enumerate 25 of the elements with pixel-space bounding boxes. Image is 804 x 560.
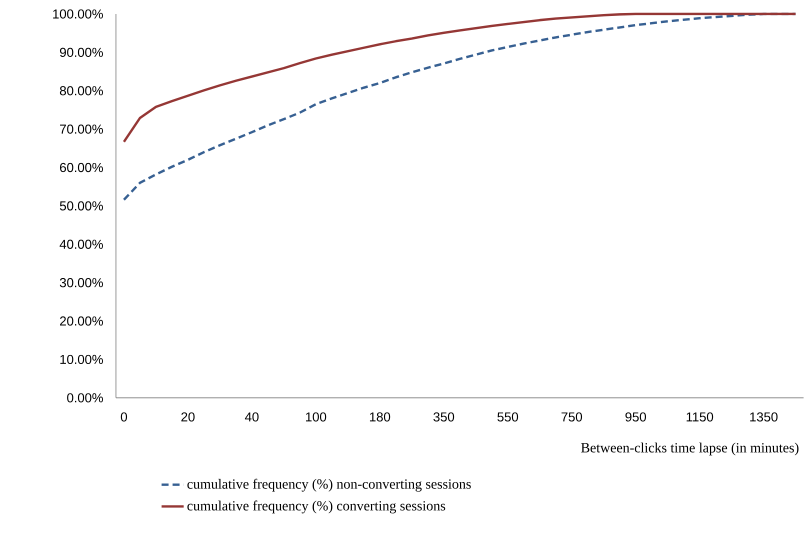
x-tick-label: 950 — [625, 412, 646, 422]
x-tick-label: 180 — [370, 412, 390, 422]
y-tick-label: 20.00% — [60, 316, 103, 326]
y-tick-label: 50.00% — [60, 201, 103, 211]
y-tick-label: 70.00% — [60, 124, 103, 134]
x-tick-label: 350 — [433, 412, 454, 422]
x-axis-title: Between-clicks time lapse (in minutes) — [581, 442, 798, 456]
x-tick-label: 1350 — [750, 412, 778, 422]
x-tick-label: 40 — [244, 412, 259, 422]
x-tick-label: 0 — [120, 412, 128, 422]
y-tick-label: 0.00% — [67, 393, 103, 403]
legend-label: cumulative frequency (%) converting sessions — [187, 500, 446, 514]
y-tick-label: 60.00% — [60, 163, 103, 172]
legend-label: cumulative frequency (%) non-converting sessions — [187, 478, 471, 492]
x-tick-label: 100 — [306, 412, 326, 422]
x-tick-label: 550 — [497, 412, 518, 422]
y-tick-label: 100.00% — [53, 10, 103, 19]
x-tick-label: 20 — [181, 412, 195, 422]
y-tick-label: 10.00% — [60, 354, 103, 364]
y-tick-label: 30.00% — [60, 278, 103, 288]
y-tick-label: 40.00% — [60, 240, 103, 250]
x-tick-label: 1150 — [686, 412, 714, 422]
x-tick-label: 750 — [562, 412, 582, 422]
y-tick-label: 90.00% — [60, 48, 103, 58]
y-tick-label: 80.00% — [60, 86, 103, 96]
